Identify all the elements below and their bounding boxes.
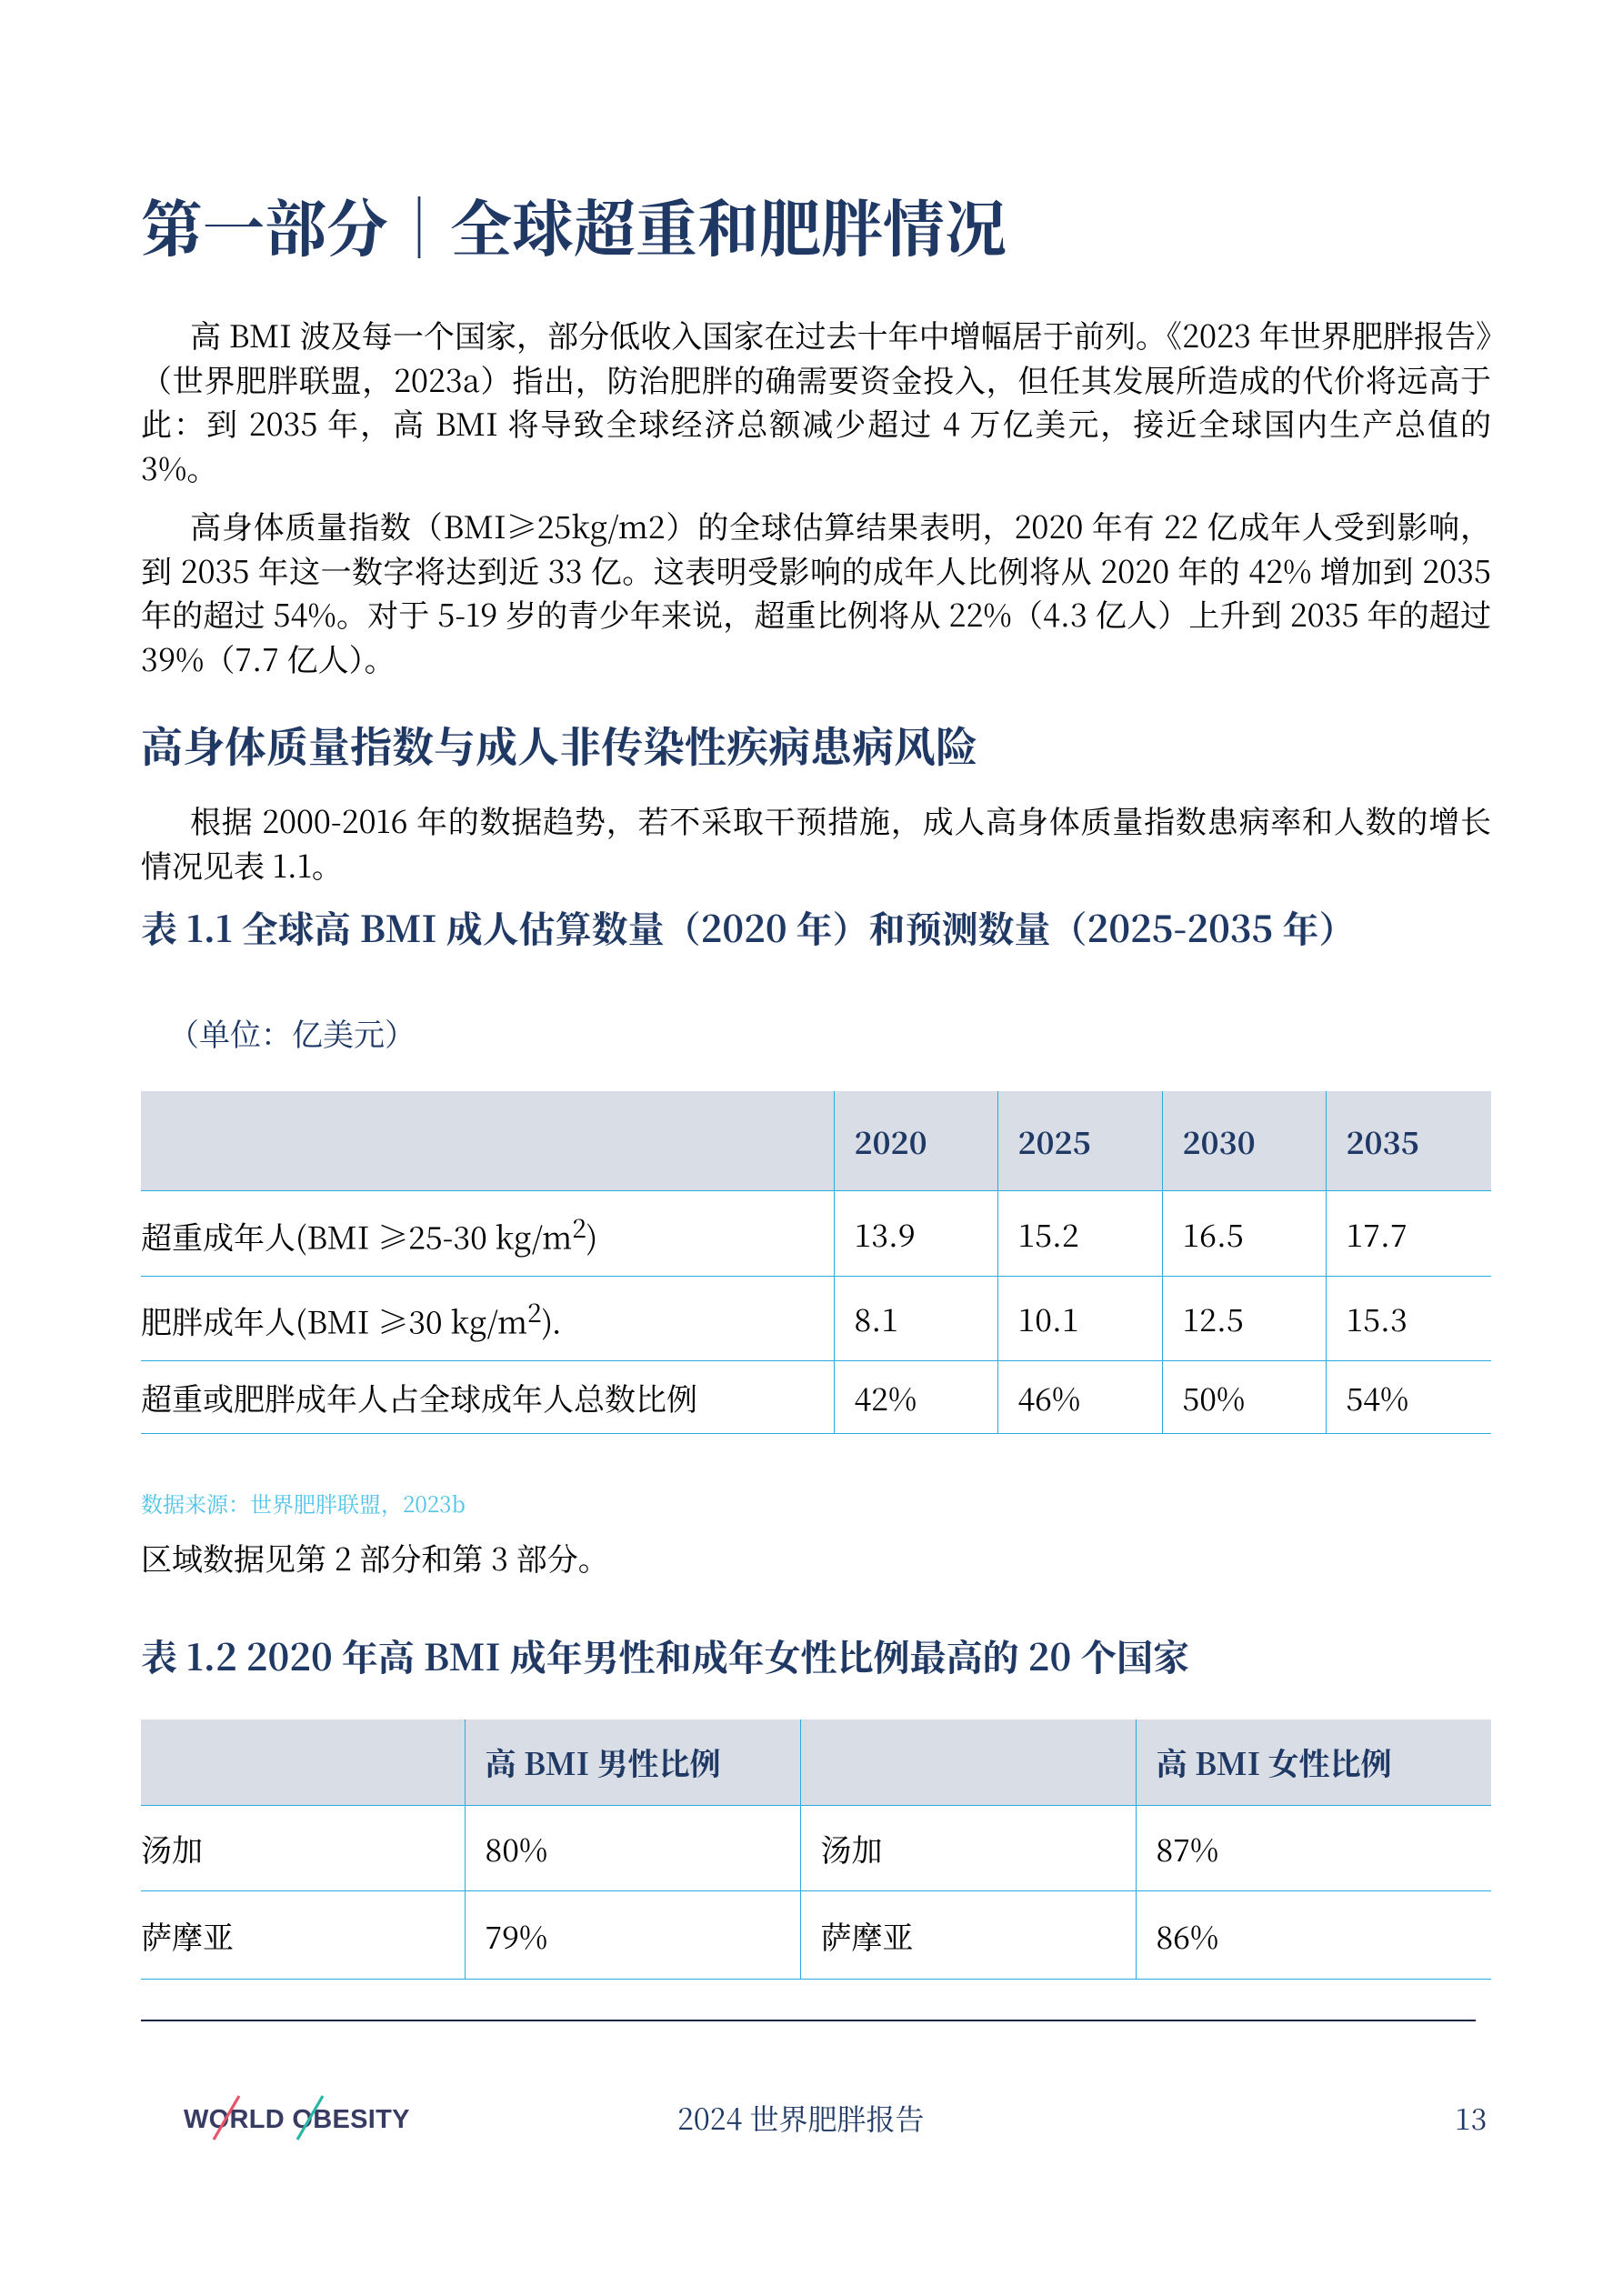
svg-text:WORLD OBESITY: WORLD OBESITY [184,2105,410,2134]
